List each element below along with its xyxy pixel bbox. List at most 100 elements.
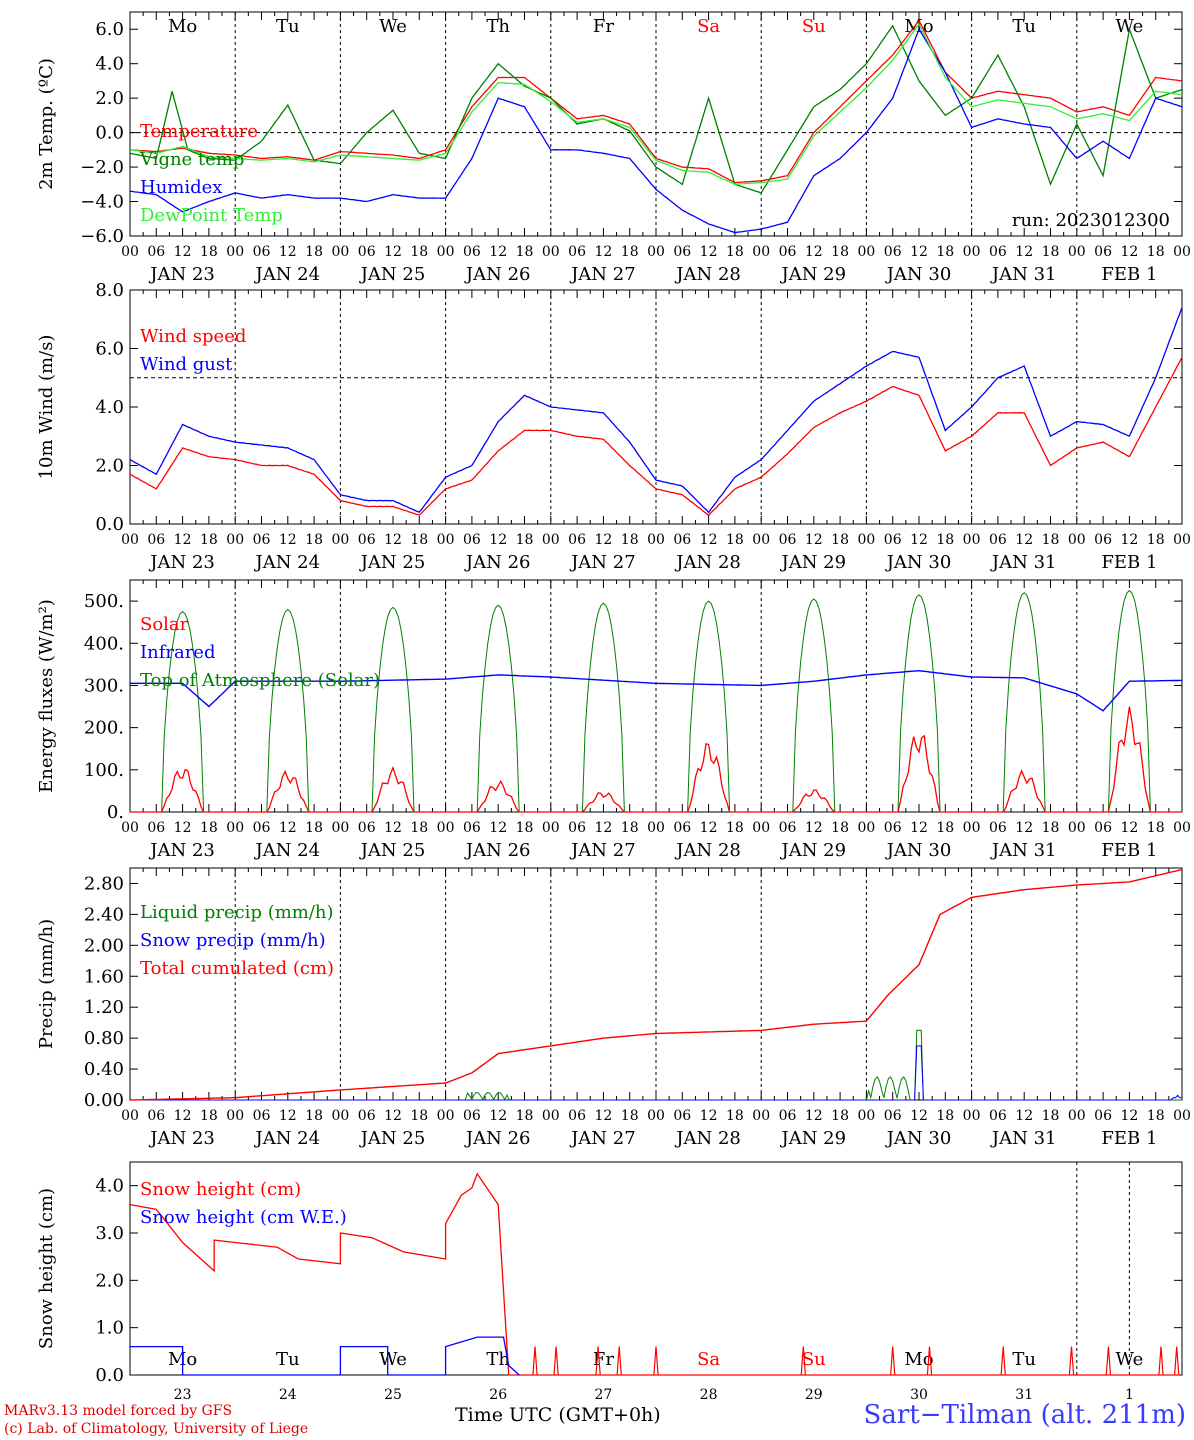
hour-tick-label: 18 [410,532,428,548]
hour-tick-label: 00 [437,820,455,836]
snow-spike [1105,1346,1112,1376]
hour-tick-label: 00 [542,820,560,836]
day-label: JAN 28 [674,840,741,861]
hour-tick-label: 12 [1015,532,1033,548]
hour-tick-label: 06 [147,244,165,260]
day-label: JAN 24 [254,264,321,285]
hour-tick-label: 06 [884,820,902,836]
series-liquid-precip [130,1029,1182,1101]
series-snow-height-cm-w-e- [130,1336,520,1376]
hour-tick-label: 12 [279,244,297,260]
hour-tick-label: 00 [226,1108,244,1124]
legend-snow-height-cm-w-e-: Snow height (cm W.E.) [140,1207,347,1228]
weekday-label: Su [802,16,826,37]
hour-tick-label: 00 [331,244,349,260]
hour-tick-label: 06 [463,820,481,836]
hour-tick-label: 18 [1147,244,1165,260]
hour-tick-label: 00 [963,532,981,548]
snow-spike [1068,1346,1075,1376]
hour-tick-label: 00 [1068,820,1086,836]
day-label: JAN 30 [885,264,952,285]
legend-wind-gust: Wind gust [140,354,233,375]
hour-tick-label: 06 [884,532,902,548]
y-tick-label: 2.0 [95,1270,124,1291]
time-axis-label: Time UTC (GMT+0h) [455,1404,661,1426]
day-number-label: 28 [700,1387,718,1403]
series-total-cumulated [129,868,1183,1101]
hour-tick-label: 06 [147,532,165,548]
snow-spike [616,1346,622,1376]
legend-temperature: Temperature [140,121,258,142]
hour-tick-label: 00 [857,532,875,548]
y-tick-label: 100. [84,760,124,781]
hour-tick-label: 18 [936,244,954,260]
weekday-label: Tu [276,16,300,37]
hour-tick-label: 18 [200,1108,218,1124]
y-tick-label: 0.0 [95,514,124,535]
y-tick-label: 500. [84,591,124,612]
hour-tick-label: 18 [305,1108,323,1124]
hour-tick-label: 12 [805,532,823,548]
hour-tick-label: 00 [437,244,455,260]
day-number-label: 23 [174,1387,192,1403]
hour-tick-label: 12 [700,244,718,260]
hour-tick-label: 00 [857,244,875,260]
hour-tick-label: 06 [673,820,691,836]
legend-total-cumulated-cm-: Total cumulated (cm) [140,958,334,979]
day-number-label: 31 [1015,1387,1033,1403]
hour-tick-label: 12 [489,244,507,260]
day-label: JAN 27 [569,264,636,285]
hour-tick-label: 06 [463,1108,481,1124]
y-tick-label: 1.60 [84,966,124,987]
hour-tick-label: 00 [752,244,770,260]
y-tick-label: 0.40 [84,1059,124,1080]
hour-tick-label: 18 [1147,1108,1165,1124]
y-tick-label: 6.0 [95,19,124,40]
hour-tick-label: 00 [226,532,244,548]
hour-tick-label: 06 [147,820,165,836]
snow-spike [553,1346,559,1376]
hour-tick-label: 06 [1094,820,1112,836]
y-tick-label: 2.40 [84,904,124,925]
y-tick-label: −6.0 [80,226,124,247]
legend-snow-precip-mm-h-: Snow precip (mm/h) [140,930,326,951]
hour-tick-label: 00 [331,820,349,836]
hour-tick-label: 00 [963,244,981,260]
day-label: JAN 28 [674,264,741,285]
hour-tick-label: 18 [936,1108,954,1124]
day-label: JAN 23 [148,264,215,285]
hour-tick-label: 06 [989,820,1007,836]
day-label: JAN 27 [569,1128,636,1149]
hour-tick-label: 12 [1015,1108,1033,1124]
series-infrared [130,669,1182,712]
hour-tick-label: 00 [542,532,560,548]
hour-tick-label: 18 [410,820,428,836]
hour-tick-label: 18 [936,820,954,836]
y-tick-label: 4.0 [95,1176,124,1197]
day-label: JAN 28 [674,1128,741,1149]
day-label: JAN 29 [780,1128,847,1149]
hour-tick-label: 06 [884,1108,902,1124]
y-axis-label: Energy fluxes (W/m²) [36,599,57,793]
hour-tick-label: 00 [752,532,770,548]
station-title: Sart−Tilman (alt. 211m) [863,1400,1186,1430]
hour-tick-label: 00 [331,1108,349,1124]
series-dewpoint-temp [129,22,1183,186]
series-vigne-temp [129,24,1183,194]
hour-tick-label: 06 [568,532,586,548]
hour-tick-label: 12 [279,1108,297,1124]
y-tick-label: 0.0 [95,123,124,144]
series-snow-height-cm- [129,1172,1180,1376]
weekday-label: Mo [168,16,197,37]
day-label: JAN 29 [780,264,847,285]
hour-tick-label: 06 [568,1108,586,1124]
hour-tick-label: 18 [831,820,849,836]
day-label: JAN 31 [990,264,1057,285]
hour-tick-label: 06 [779,532,797,548]
hour-tick-label: 12 [1120,532,1138,548]
hour-tick-label: 00 [226,820,244,836]
hour-tick-label: 06 [1094,532,1112,548]
day-number-label: 25 [384,1387,402,1403]
hour-tick-label: 18 [1042,1108,1060,1124]
